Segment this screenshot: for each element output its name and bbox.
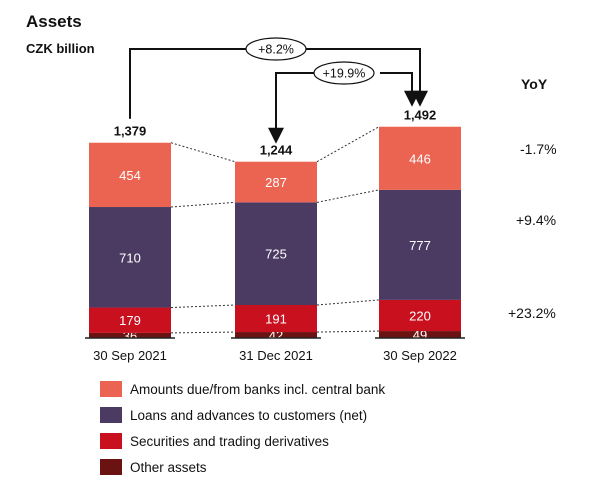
legend-swatch-amounts-due	[100, 381, 122, 397]
chart-legend: Amounts due/from banks incl. central ban…	[100, 378, 385, 482]
connector-1-loans	[170, 201, 236, 208]
legend-swatch-securities	[100, 433, 122, 449]
data-label-loans-2: 725	[265, 247, 287, 262]
data-label-amounts-due-3: 446	[409, 151, 431, 166]
bar-loans-3	[379, 189, 461, 300]
bar-loans-1	[89, 207, 171, 308]
legend-item-securities: Securities and trading derivatives	[100, 430, 385, 452]
legend-item-loans: Loans and advances to customers (net)	[100, 404, 385, 426]
total-label-1: 1,379	[114, 124, 147, 139]
yoy-amounts-due: -1.7%	[520, 141, 557, 157]
legend-swatch-loans	[100, 407, 122, 423]
legend-label-loans: Loans and advances to customers (net)	[130, 407, 368, 423]
connector-1-other	[170, 331, 236, 334]
bar-securities-2	[235, 305, 317, 333]
legend-swatch-other	[100, 459, 122, 475]
legend-item-other: Other assets	[100, 456, 385, 478]
legend-label-other: Other assets	[130, 459, 207, 475]
x-tick-label-1: 30 Sep 2021	[93, 348, 167, 363]
growth-label-yoy: +8.2%	[258, 43, 294, 57]
growth-label-yoy-oval	[245, 37, 307, 61]
connector-2-amounts-due	[316, 126, 380, 163]
data-label-securities-2: 191	[265, 312, 287, 327]
growth-label-ytd: +19.9%	[323, 67, 366, 81]
bar-other-3	[379, 331, 461, 338]
connector-1-securities	[170, 304, 236, 309]
total-label-2: 1,244	[260, 143, 293, 158]
bar-securities-3	[379, 299, 461, 332]
data-label-securities-1: 179	[119, 313, 141, 328]
chart-unit: CZK billion	[26, 41, 95, 56]
legend-label-securities: Securities and trading derivatives	[130, 433, 329, 449]
legend-item-amounts-due: Amounts due/from banks incl. central ban…	[100, 378, 385, 400]
connector-2-securities	[316, 299, 380, 306]
chart-title: Assets	[26, 12, 82, 31]
bar-other-2	[235, 332, 317, 338]
yoy-securities: +23.2%	[508, 305, 556, 321]
data-label-amounts-due-2: 287	[265, 175, 287, 190]
growth-arrow-ytd-right	[380, 72, 420, 107]
data-label-securities-3: 220	[409, 308, 431, 323]
bar-loans-2	[235, 202, 317, 306]
connector-2-loans	[316, 189, 380, 203]
data-label-other-3: 49	[413, 328, 427, 343]
connector-2-other	[316, 330, 380, 333]
total-label-3: 1,492	[404, 108, 437, 123]
data-label-loans-1: 710	[119, 250, 141, 265]
yoy-header: YoY	[521, 76, 548, 92]
bar-other-1	[89, 332, 171, 338]
bar-amounts-due-3	[379, 126, 461, 190]
legend-label-amounts-due: Amounts due/from banks incl. central ban…	[130, 381, 386, 397]
data-label-loans-3: 777	[409, 238, 431, 253]
data-label-amounts-due-1: 454	[119, 168, 141, 183]
growth-label-ytd-oval	[313, 61, 375, 85]
x-tick-label-2: 31 Dec 2021	[239, 348, 313, 363]
x-tick-label-3: 30 Sep 2022	[383, 348, 457, 363]
bar-amounts-due-1	[89, 142, 171, 208]
bar-amounts-due-2	[235, 161, 317, 203]
yoy-loans: +9.4%	[516, 212, 557, 228]
bar-securities-1	[89, 307, 171, 333]
connector-1-amounts-due	[170, 142, 236, 163]
